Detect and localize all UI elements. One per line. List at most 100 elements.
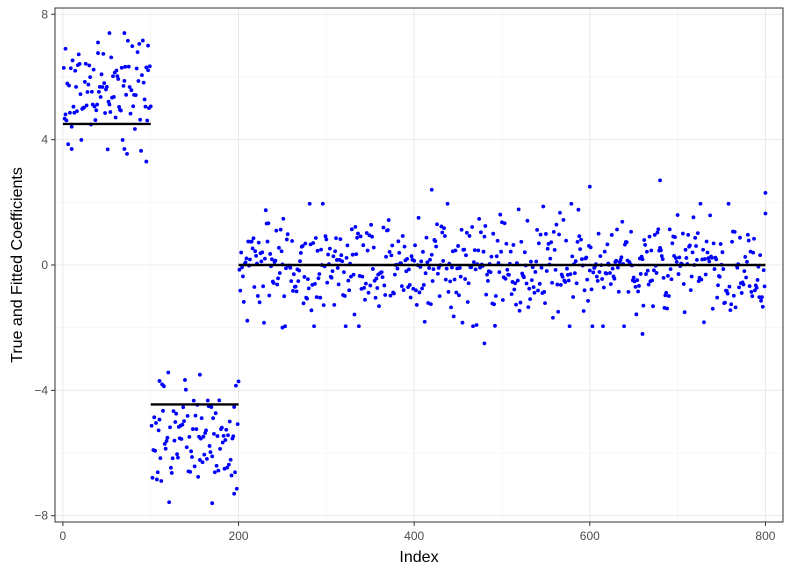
data-point bbox=[718, 242, 723, 246]
data-point bbox=[364, 231, 369, 235]
data-point bbox=[446, 290, 451, 294]
data-point bbox=[524, 281, 529, 286]
data-point bbox=[641, 303, 646, 308]
data-point bbox=[105, 147, 110, 152]
data-point bbox=[457, 293, 461, 298]
data-point bbox=[235, 422, 240, 427]
data-point bbox=[588, 245, 593, 250]
data-point bbox=[725, 291, 730, 296]
data-point bbox=[133, 93, 138, 98]
data-point bbox=[349, 227, 354, 232]
data-point bbox=[676, 272, 681, 276]
data-point bbox=[134, 66, 139, 71]
data-point bbox=[70, 58, 75, 63]
data-point bbox=[597, 270, 602, 274]
data-point bbox=[144, 159, 149, 164]
data-point bbox=[154, 421, 158, 425]
data-point bbox=[319, 247, 323, 252]
data-point bbox=[701, 247, 705, 252]
data-point bbox=[95, 102, 100, 107]
data-point bbox=[664, 290, 669, 295]
data-point bbox=[640, 332, 645, 336]
y-axis-title: True and Fitted Coefficients bbox=[9, 167, 26, 363]
data-point bbox=[409, 254, 414, 259]
data-point bbox=[555, 282, 560, 287]
data-point bbox=[615, 227, 619, 232]
data-point bbox=[97, 89, 101, 94]
data-point bbox=[421, 283, 426, 287]
data-point bbox=[750, 294, 755, 299]
data-point bbox=[578, 247, 583, 251]
data-point bbox=[382, 283, 387, 288]
data-point bbox=[215, 434, 220, 438]
data-point bbox=[296, 279, 301, 284]
data-point bbox=[412, 258, 417, 263]
data-point bbox=[729, 302, 734, 307]
data-point bbox=[121, 84, 126, 88]
y-tick-label: 4 bbox=[41, 133, 48, 147]
data-point bbox=[253, 249, 258, 254]
data-point bbox=[161, 384, 166, 389]
data-point bbox=[84, 103, 89, 108]
data-point bbox=[741, 282, 746, 287]
data-point bbox=[755, 278, 760, 282]
data-point bbox=[129, 88, 134, 93]
data-point bbox=[400, 234, 405, 238]
data-point bbox=[558, 210, 562, 215]
data-point bbox=[82, 105, 86, 110]
data-point bbox=[240, 265, 244, 270]
data-point bbox=[116, 77, 121, 81]
data-point bbox=[742, 269, 747, 274]
data-point bbox=[452, 277, 457, 282]
data-point bbox=[600, 277, 604, 281]
data-point bbox=[219, 425, 224, 430]
data-point bbox=[309, 308, 314, 313]
data-point bbox=[232, 405, 237, 409]
data-point bbox=[146, 43, 150, 48]
data-point bbox=[123, 64, 128, 69]
x-tick-label: 400 bbox=[404, 529, 424, 543]
data-point bbox=[198, 458, 202, 462]
data-point bbox=[436, 266, 441, 270]
data-point bbox=[389, 253, 394, 258]
data-point bbox=[86, 82, 91, 87]
data-point bbox=[538, 232, 543, 237]
data-point bbox=[162, 442, 167, 446]
data-point bbox=[595, 279, 600, 283]
data-point bbox=[493, 294, 498, 298]
data-point bbox=[273, 258, 278, 263]
data-point bbox=[181, 405, 186, 410]
data-point bbox=[89, 89, 94, 94]
data-point bbox=[758, 253, 763, 257]
data-point bbox=[150, 475, 155, 480]
data-point bbox=[519, 239, 524, 244]
data-point bbox=[584, 255, 589, 260]
data-point bbox=[567, 324, 572, 329]
data-point bbox=[63, 112, 68, 117]
data-point bbox=[502, 221, 507, 226]
data-point bbox=[163, 446, 168, 451]
data-point bbox=[76, 52, 81, 57]
data-point bbox=[83, 61, 88, 66]
data-point bbox=[232, 491, 237, 496]
data-point bbox=[435, 222, 439, 227]
data-point bbox=[417, 290, 422, 295]
data-point bbox=[469, 265, 474, 270]
data-point bbox=[505, 267, 510, 272]
data-point bbox=[365, 248, 370, 253]
data-point bbox=[691, 215, 696, 220]
data-point bbox=[535, 227, 540, 232]
data-point bbox=[430, 279, 435, 283]
data-point bbox=[344, 255, 349, 260]
data-point bbox=[237, 267, 242, 272]
data-point bbox=[138, 117, 143, 122]
data-point bbox=[390, 243, 395, 248]
data-point bbox=[656, 227, 661, 232]
data-point bbox=[225, 465, 230, 470]
data-point bbox=[312, 324, 316, 329]
data-point bbox=[205, 398, 210, 403]
data-point bbox=[544, 232, 548, 236]
data-point bbox=[649, 248, 654, 253]
data-point bbox=[147, 64, 152, 69]
data-point bbox=[730, 239, 734, 244]
